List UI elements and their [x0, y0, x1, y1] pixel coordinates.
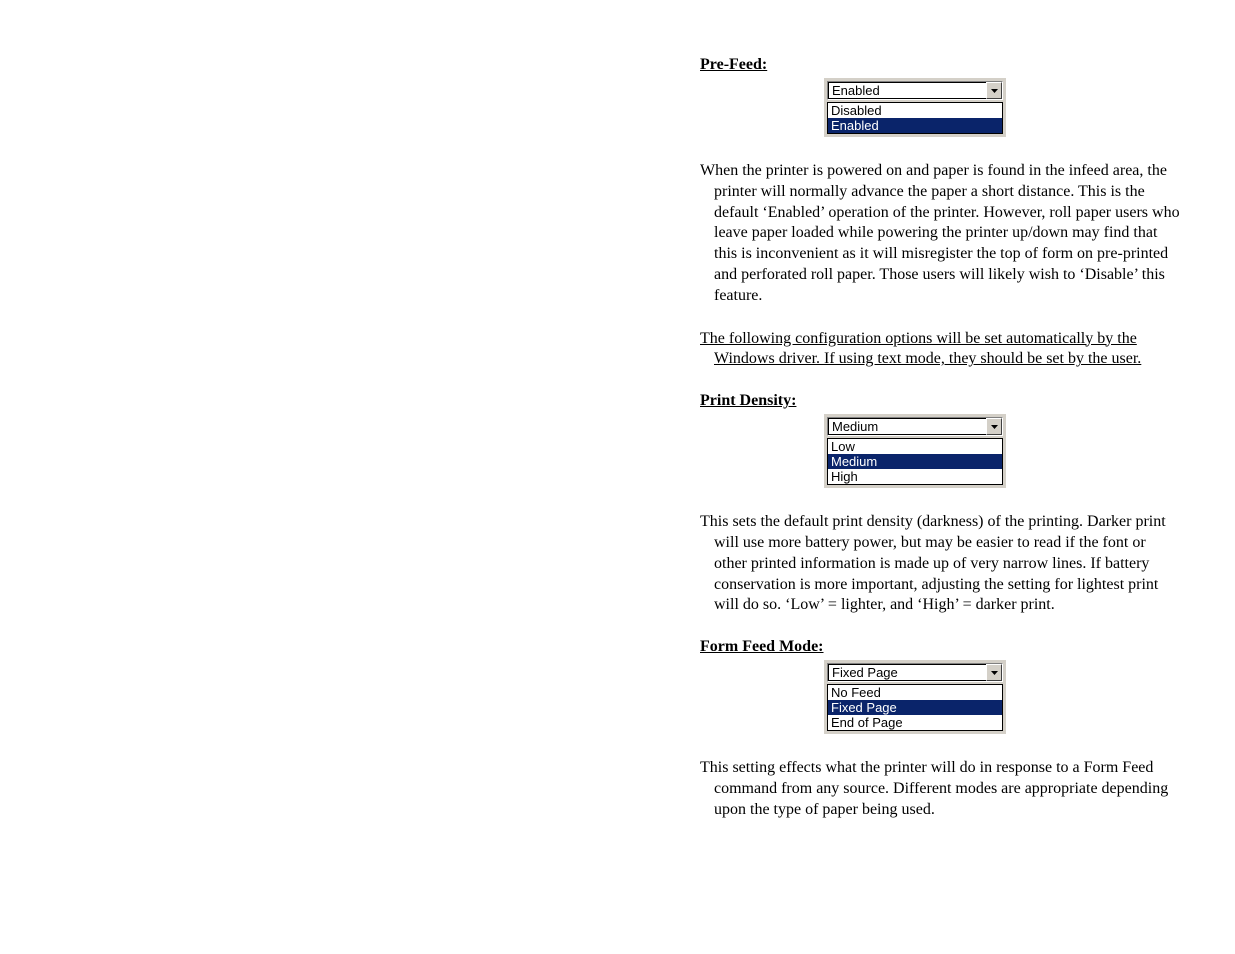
prefeed-option-enabled[interactable]: Enabled	[828, 118, 1002, 133]
print-density-dropdown-container: Medium Low Medium High	[824, 414, 1180, 488]
prefeed-option-disabled[interactable]: Disabled	[828, 103, 1002, 118]
prefeed-dropdown-container: Enabled Disabled Enabled	[824, 78, 1180, 137]
print-density-dropdown[interactable]: Medium Low Medium High	[824, 414, 1006, 488]
form-feed-dropdown-selected-text: Fixed Page	[828, 664, 986, 681]
auto-config-note: The following configuration options will…	[700, 329, 1180, 371]
prefeed-description: When the printer is powered on and paper…	[700, 161, 1180, 307]
print-density-dropdown-button[interactable]	[986, 418, 1002, 435]
print-density-dropdown-list: Low Medium High	[827, 438, 1003, 485]
form-feed-heading: Form Feed Mode:	[700, 638, 1180, 656]
form-feed-dropdown-selected[interactable]: Fixed Page	[827, 663, 1003, 682]
prefeed-dropdown-selected-text: Enabled	[828, 82, 986, 99]
form-feed-description: This setting effects what the printer wi…	[700, 758, 1180, 820]
prefeed-dropdown-selected[interactable]: Enabled	[827, 81, 1003, 100]
print-density-dropdown-selected[interactable]: Medium	[827, 417, 1003, 436]
prefeed-heading: Pre-Feed:	[700, 56, 1180, 74]
density-option-high[interactable]: High	[828, 469, 1002, 484]
formfeed-option-nofeed[interactable]: No Feed	[828, 685, 1002, 700]
chevron-down-icon	[991, 425, 998, 429]
chevron-down-icon	[991, 89, 998, 93]
prefeed-dropdown-list: Disabled Enabled	[827, 102, 1003, 134]
form-feed-dropdown-list: No Feed Fixed Page End of Page	[827, 684, 1003, 731]
form-feed-dropdown[interactable]: Fixed Page No Feed Fixed Page End of Pag…	[824, 660, 1006, 734]
formfeed-option-fixedpage[interactable]: Fixed Page	[828, 700, 1002, 715]
density-option-low[interactable]: Low	[828, 439, 1002, 454]
form-feed-dropdown-container: Fixed Page No Feed Fixed Page End of Pag…	[824, 660, 1180, 734]
form-feed-dropdown-button[interactable]	[986, 664, 1002, 681]
print-density-heading: Print Density:	[700, 392, 1180, 410]
prefeed-dropdown[interactable]: Enabled Disabled Enabled	[824, 78, 1006, 137]
prefeed-dropdown-button[interactable]	[986, 82, 1002, 99]
print-density-description: This sets the default print density (dar…	[700, 512, 1180, 616]
formfeed-option-endofpage[interactable]: End of Page	[828, 715, 1002, 730]
chevron-down-icon	[991, 671, 998, 675]
density-option-medium[interactable]: Medium	[828, 454, 1002, 469]
print-density-dropdown-selected-text: Medium	[828, 418, 986, 435]
